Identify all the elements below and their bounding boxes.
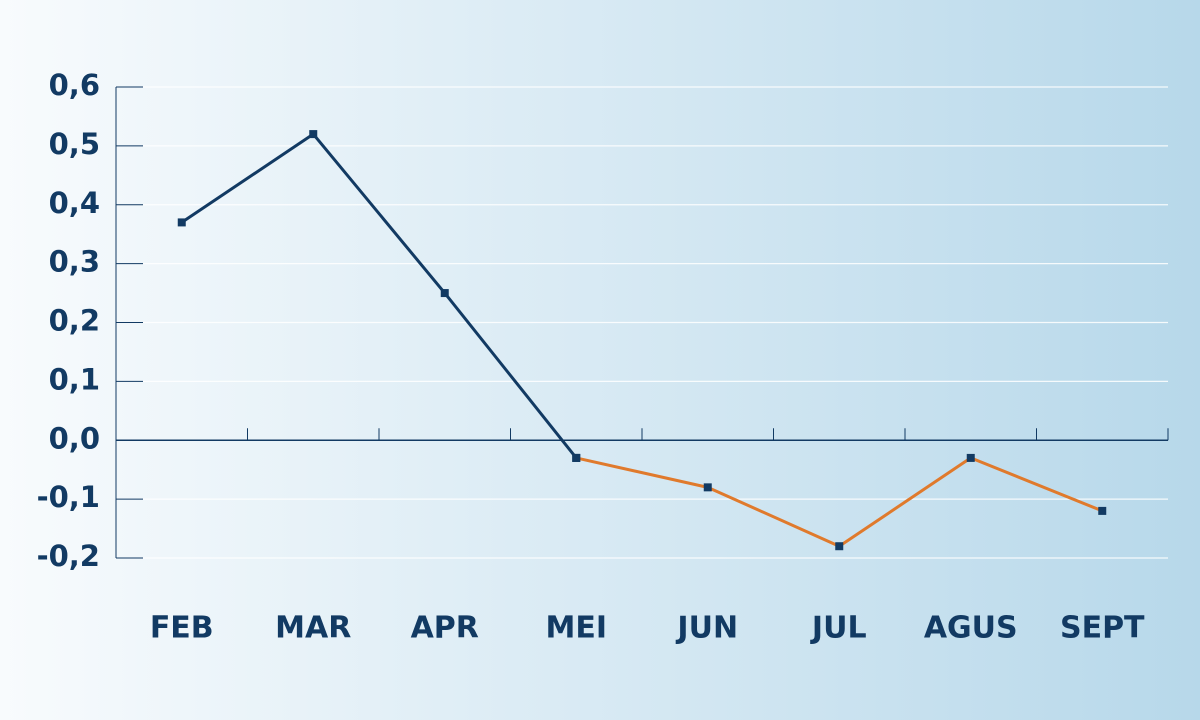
x-tick-label: JUL	[810, 611, 867, 646]
x-tick-label: JUN	[675, 611, 738, 646]
y-tick-label: 0,0	[49, 421, 100, 455]
marker	[440, 289, 449, 298]
series-line	[180, 132, 578, 459]
x-tick-label: MAR	[275, 611, 351, 646]
x-tick-label: SEPT	[1060, 611, 1145, 646]
y-tick-label: 0,3	[49, 245, 100, 279]
y-tick-label: 0,5	[49, 127, 100, 161]
marker	[1098, 506, 1107, 515]
y-tick-label: 0,4	[49, 186, 100, 220]
marker	[572, 453, 581, 462]
x-tick-label: FEB	[150, 611, 214, 646]
marker	[835, 542, 844, 551]
y-tick-label: -0,2	[37, 539, 100, 573]
y-tick-label: 0,1	[49, 362, 100, 396]
x-tick-label: AGUS	[924, 611, 1018, 646]
y-tick-label: 0,6	[49, 68, 100, 102]
marker	[703, 483, 712, 492]
marker	[177, 218, 186, 227]
marker	[966, 453, 975, 462]
marker	[309, 130, 318, 139]
y-tick-label: -0,1	[37, 480, 100, 514]
x-tick-label: MEI	[545, 611, 607, 646]
y-tick-label: 0,2	[49, 304, 100, 338]
x-tick-label: APR	[411, 611, 479, 646]
